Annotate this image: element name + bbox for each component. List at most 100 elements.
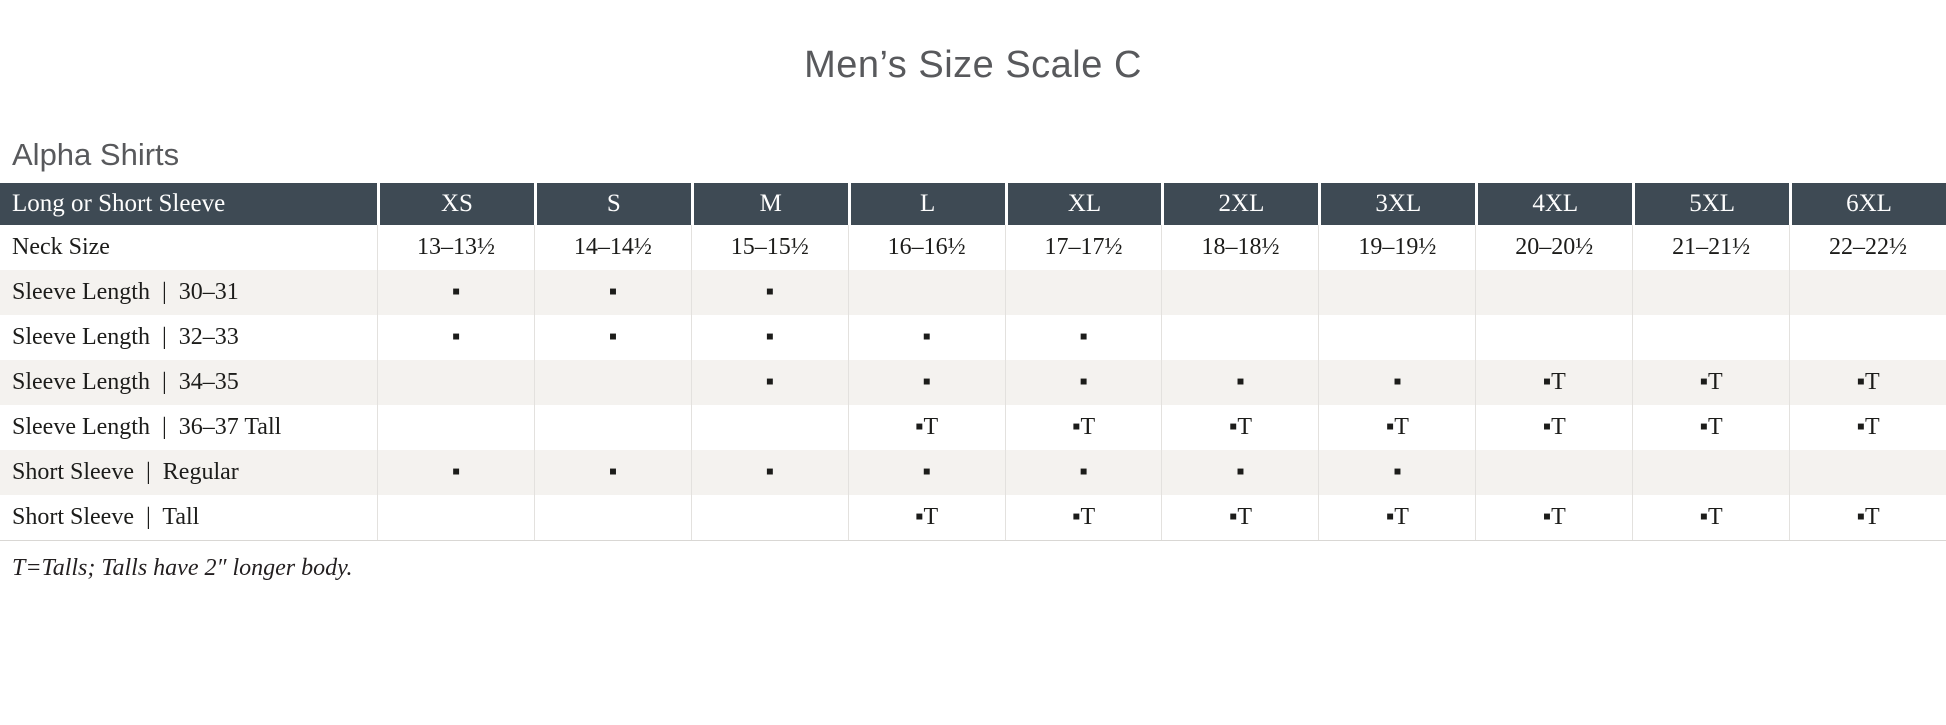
size-cell: ▪T — [1161, 405, 1318, 450]
size-cell: ▪ — [690, 315, 848, 360]
row-label: Sleeve Length | 36–37 Tall — [12, 414, 282, 440]
size-cell — [1318, 270, 1475, 315]
size-cell: ▪ — [847, 450, 1005, 495]
size-cell — [1632, 315, 1789, 360]
size-cell: ▪ — [377, 270, 534, 315]
header-size-xl: XL — [1004, 183, 1162, 225]
size-cell — [533, 495, 691, 540]
size-cell — [533, 360, 691, 405]
size-cell: ▪ — [533, 450, 691, 495]
row-label: Short Sleeve | Tall — [12, 504, 200, 530]
size-cell — [1475, 270, 1632, 315]
size-cell — [1004, 270, 1162, 315]
size-cell: ▪ — [1004, 315, 1162, 360]
size-cell: ▪ — [847, 360, 1005, 405]
row-label: Sleeve Length | 32–33 — [12, 324, 239, 350]
size-cell: ▪ — [690, 450, 848, 495]
row-label: Neck Size — [12, 234, 110, 260]
size-cell: ▪ — [1318, 360, 1475, 405]
size-cell: ▪T — [1632, 405, 1789, 450]
header-sleeve-label: Long or Short Sleeve — [12, 190, 226, 217]
size-cell: ▪ — [690, 360, 848, 405]
size-cell: ▪ — [690, 270, 848, 315]
size-cell — [1789, 450, 1946, 495]
size-cell — [690, 405, 848, 450]
size-cell — [1475, 315, 1632, 360]
page-title: Men’s Size Scale C — [804, 44, 1142, 86]
talls-footnote: T=Talls; Talls have 2″ longer body. — [12, 555, 353, 581]
size-cell — [377, 405, 534, 450]
size-cell: ▪T — [847, 405, 1005, 450]
size-cell: 16–16½ — [847, 225, 1005, 270]
header-size-s: S — [533, 183, 691, 225]
size-cell — [533, 405, 691, 450]
size-cell — [847, 270, 1005, 315]
size-cell: ▪T — [1318, 495, 1475, 540]
size-cell — [690, 495, 848, 540]
size-cell: ▪T — [847, 495, 1005, 540]
size-cell: ▪T — [1632, 495, 1789, 540]
size-cell: ▪T — [1475, 360, 1632, 405]
table-body: Neck Size 13–13½ 14–14½ 15–15½ 16–16½ 17–17½ 1… — [0, 225, 1946, 541]
size-cell: 19–19½ — [1318, 225, 1475, 270]
size-cell: ▪T — [1318, 405, 1475, 450]
header-size-6xl: 6XL — [1789, 183, 1946, 225]
size-cell — [1789, 315, 1946, 360]
size-cell — [377, 360, 534, 405]
size-cell: ▪T — [1004, 495, 1162, 540]
header-size-xs: XS — [377, 183, 534, 225]
size-cell: ▪T — [1475, 495, 1632, 540]
size-cell: ▪ — [847, 315, 1005, 360]
size-cell: ▪ — [1004, 450, 1162, 495]
size-cell: ▪T — [1789, 360, 1946, 405]
row-label: Sleeve Length | 30–31 — [12, 279, 239, 305]
size-cell: 14–14½ — [533, 225, 691, 270]
size-cell: 18–18½ — [1161, 225, 1318, 270]
row-label: Sleeve Length | 34–35 — [12, 369, 239, 395]
size-cell: ▪ — [1161, 450, 1318, 495]
size-cell: 22–22½ — [1789, 225, 1946, 270]
size-cell — [1789, 270, 1946, 315]
size-cell: ▪ — [377, 450, 534, 495]
size-cell — [1318, 315, 1475, 360]
table-row: Sleeve Length | 32–33 ▪ ▪ ▪ ▪ ▪ — [0, 315, 1946, 360]
table-row: Sleeve Length | 36–37 Tall ▪T ▪T ▪T ▪T ▪T ▪T ▪T — [0, 405, 1946, 450]
size-cell: ▪T — [1789, 495, 1946, 540]
size-cell — [1161, 270, 1318, 315]
header-size-m: M — [690, 183, 848, 225]
size-cell — [1161, 315, 1318, 360]
table-header-row: Long or Short Sleeve XS S M L XL 2XL 3XL 4XL 5XL… — [0, 183, 1946, 225]
table-row: Sleeve Length | 34–35 ▪ ▪ ▪ ▪ ▪ ▪T ▪T ▪T — [0, 360, 1946, 405]
header-size-2xl: 2XL — [1161, 183, 1318, 225]
size-cell: ▪ — [1161, 360, 1318, 405]
table-row: Neck Size 13–13½ 14–14½ 15–15½ 16–16½ 17–17½ 1… — [0, 225, 1946, 270]
size-chart-table: Long or Short Sleeve XS S M L XL 2XL 3XL 4XL 5XL… — [0, 183, 1946, 541]
header-size-5xl: 5XL — [1632, 183, 1789, 225]
size-cell: ▪T — [1632, 360, 1789, 405]
table-row: Short Sleeve | Regular ▪ ▪ ▪ ▪ ▪ ▪ ▪ — [0, 450, 1946, 495]
size-cell: ▪T — [1161, 495, 1318, 540]
header-size-l: L — [847, 183, 1005, 225]
size-cell: 20–20½ — [1475, 225, 1632, 270]
size-cell: ▪ — [377, 315, 534, 360]
header-size-4xl: 4XL — [1475, 183, 1632, 225]
table-row: Sleeve Length | 30–31 ▪ ▪ ▪ — [0, 270, 1946, 315]
size-cell: 17–17½ — [1004, 225, 1162, 270]
size-cell: 21–21½ — [1632, 225, 1789, 270]
size-cell: ▪ — [1004, 360, 1162, 405]
size-cell — [377, 495, 534, 540]
size-cell: ▪ — [533, 315, 691, 360]
row-label: Short Sleeve | Regular — [12, 459, 239, 485]
size-cell — [1475, 450, 1632, 495]
size-cell: ▪ — [1318, 450, 1475, 495]
size-cell: ▪T — [1004, 405, 1162, 450]
size-cell: ▪T — [1475, 405, 1632, 450]
size-cell: ▪T — [1789, 405, 1946, 450]
section-heading-alpha-shirts: Alpha Shirts — [12, 137, 180, 172]
header-size-3xl: 3XL — [1318, 183, 1475, 225]
table-row: Short Sleeve | Tall ▪T ▪T ▪T ▪T ▪T ▪T ▪T — [0, 495, 1946, 540]
size-cell: 13–13½ — [377, 225, 534, 270]
size-cell: 15–15½ — [690, 225, 848, 270]
size-cell — [1632, 270, 1789, 315]
size-cell — [1632, 450, 1789, 495]
